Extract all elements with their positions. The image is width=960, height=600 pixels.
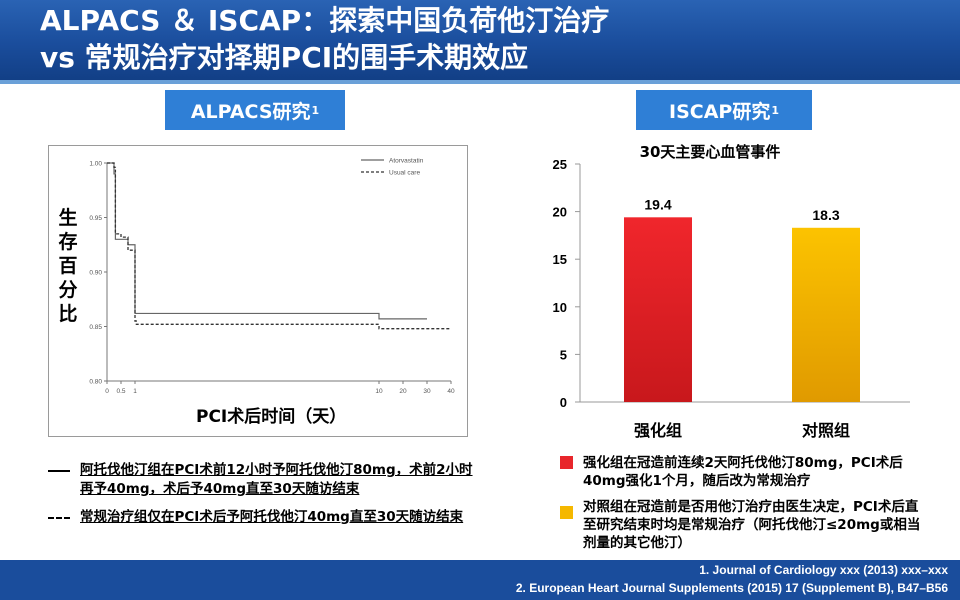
survival-chart: 1.00 0.95 0.90 0.85 0.800 0.5 1 10 20 30 40 Atorvas… (89, 158, 455, 396)
survival-x-tick-label: 40 (447, 388, 455, 395)
atorvastatin-group-note: 阿托伐他汀组在PCI术前12小时予阿托伐他汀80mg，术前2小时再予40mg，术… (80, 461, 480, 499)
reference-2: 2. European Heart Journal Supplements (2… (515, 581, 948, 595)
survival-y-tick-label: 0.90 (89, 270, 102, 277)
survival-x-tick-label: 20 (399, 388, 407, 395)
bar-y-tick-label: 25 (553, 157, 567, 172)
usual-care-group-note-text: 常规治疗组仅在PCI术后予阿托伐他汀40mg直至30天随访结束 (80, 509, 464, 525)
bar-y-tick-label: 0 (560, 395, 567, 410)
survival-y-tick-label: 0.85 (89, 324, 102, 331)
mace-bar-chart: 30天主要心血管事件 0 5 10 15 20 25 19.4 强化组 18.3 对照组 (553, 143, 910, 440)
survival-x-tick-label: 0.5 (116, 388, 125, 395)
bar-y-tick-label: 20 (553, 205, 567, 220)
control-group-bar-value-label: 18.3 (812, 207, 839, 223)
title-divider (0, 80, 960, 84)
iscap-tag-sup: 1 (771, 103, 779, 117)
atorvastatin-group-note-text: 阿托伐他汀组在PCI术前12小时予阿托伐他汀80mg，术前2小时再予40mg，术… (80, 462, 473, 497)
usual-care-group-note: 常规治疗组仅在PCI术后予阿托伐他汀40mg直至30天随访结束 (80, 508, 480, 527)
survival-x-label: PCI术后时间（天） (196, 407, 347, 427)
alpacs-tag-sup: 1 (311, 103, 320, 117)
survival-y-label-char: 百 (58, 255, 78, 277)
red-square-icon (560, 456, 573, 469)
iscap-tag-label: ISCAP研究 (669, 100, 771, 123)
intensive-group-bar (624, 217, 692, 402)
survival-y-label-char: 分 (58, 279, 78, 301)
slide-title: ALPACS ＆ ISCAP：探索中国负荷他汀治疗 vs 常规治疗对择期PCI的… (40, 4, 610, 74)
control-group-bar-category-label: 对照组 (802, 421, 850, 440)
survival-y-tick-label: 0.80 (89, 379, 102, 386)
dashed-line-legend-icon (48, 517, 70, 519)
intensive-group-bar-value-label: 19.4 (644, 196, 671, 212)
usual-care-legend-label: Usual care (389, 170, 420, 177)
alpacs-tag-label: ALPACS研究 (190, 100, 311, 123)
survival-y-label: 生存百分比 (55, 206, 81, 326)
intensive-group-note: 强化组在冠造前连续2天阿托伐他汀80mg，PCI术后40mg强化1个月，随后改为… (583, 455, 903, 489)
solid-line-legend-icon (48, 470, 70, 472)
survival-x-tick-label: 0 (105, 388, 109, 395)
survival-chart-frame: 1.00 0.95 0.90 0.85 0.80 0 0.5 1 10 20 30 40 Atorvas… (48, 145, 468, 437)
atorvastatin-series-line (107, 162, 427, 320)
bar-y-tick-label: 5 (560, 347, 567, 362)
iscap-tag: ISCAP研究 1 (636, 90, 812, 130)
survival-y-label-char: 比 (58, 303, 78, 325)
survival-y-label-char: 存 (58, 231, 78, 253)
title-banner: ALPACS ＆ ISCAP：探索中国负荷他汀治疗 vs 常规治疗对择期PCI的… (0, 0, 960, 80)
bar-y-tick-label: 15 (553, 252, 567, 267)
survival-y-tick-label: 0.95 (89, 215, 102, 222)
survival-y-tick-label: 1.00 (89, 161, 102, 168)
intensive-group-bar-category-label: 强化组 (634, 421, 682, 440)
survival-y-label-char: 生 (58, 207, 78, 229)
control-group-bar (792, 227, 860, 402)
yellow-square-icon (560, 506, 573, 519)
reference-bar: 1. Journal of Cardiology xxx (2013) xxx–… (0, 560, 960, 600)
reference-1: 1. Journal of Cardiology xxx (2013) xxx–… (699, 563, 948, 577)
control-group-note: 对照组在冠造前是否用他汀治疗由医生决定，PCI术后直至研究结束时均是常规治疗（阿… (583, 499, 921, 551)
bar-chart-title: 30天主要心血管事件 (640, 143, 781, 161)
survival-x-tick-label: 10 (375, 388, 383, 395)
bar-y-tick-label: 10 (553, 300, 567, 315)
usual-care-series-line (107, 162, 451, 330)
survival-x-tick-label: 1 (133, 388, 137, 395)
alpacs-tag: ALPACS研究 1 (165, 90, 345, 130)
survival-x-tick-label: 30 (423, 388, 431, 395)
atorvastatin-legend-label: Atorvastatin (389, 158, 424, 165)
